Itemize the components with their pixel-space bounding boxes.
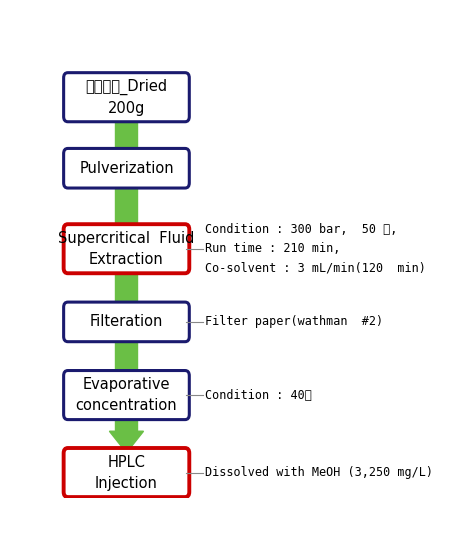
Text: Evaporative
concentration: Evaporative concentration (76, 377, 177, 413)
Polygon shape (115, 268, 137, 307)
Text: Filteration: Filteration (90, 314, 163, 329)
Polygon shape (109, 431, 143, 453)
Text: Condition : 40℃: Condition : 40℃ (205, 389, 311, 401)
Text: HPLC
Injection: HPLC Injection (95, 454, 158, 491)
FancyBboxPatch shape (64, 224, 189, 273)
Text: 양파껍질_Dried
200g: 양파껍질_Dried 200g (85, 79, 168, 116)
Polygon shape (115, 414, 137, 431)
Polygon shape (115, 182, 137, 229)
Text: Filter paper(wathman  #2): Filter paper(wathman #2) (205, 315, 383, 328)
FancyBboxPatch shape (64, 302, 189, 342)
FancyBboxPatch shape (64, 73, 189, 122)
FancyBboxPatch shape (64, 371, 189, 420)
Text: Dissolved with MeOH (3,250 mg/L): Dissolved with MeOH (3,250 mg/L) (205, 466, 432, 479)
Polygon shape (115, 337, 137, 375)
Text: Condition : 300 bar,  50 ℃,
Run time : 210 min,
Co-solvent : 3 mL/min(120  min): Condition : 300 bar, 50 ℃, Run time : 21… (205, 223, 425, 274)
Text: Supercritical  Fluid
Extraction: Supercritical Fluid Extraction (58, 231, 195, 267)
Text: Pulverization: Pulverization (79, 161, 174, 176)
Polygon shape (115, 117, 137, 153)
FancyBboxPatch shape (64, 448, 189, 497)
FancyBboxPatch shape (64, 149, 189, 188)
